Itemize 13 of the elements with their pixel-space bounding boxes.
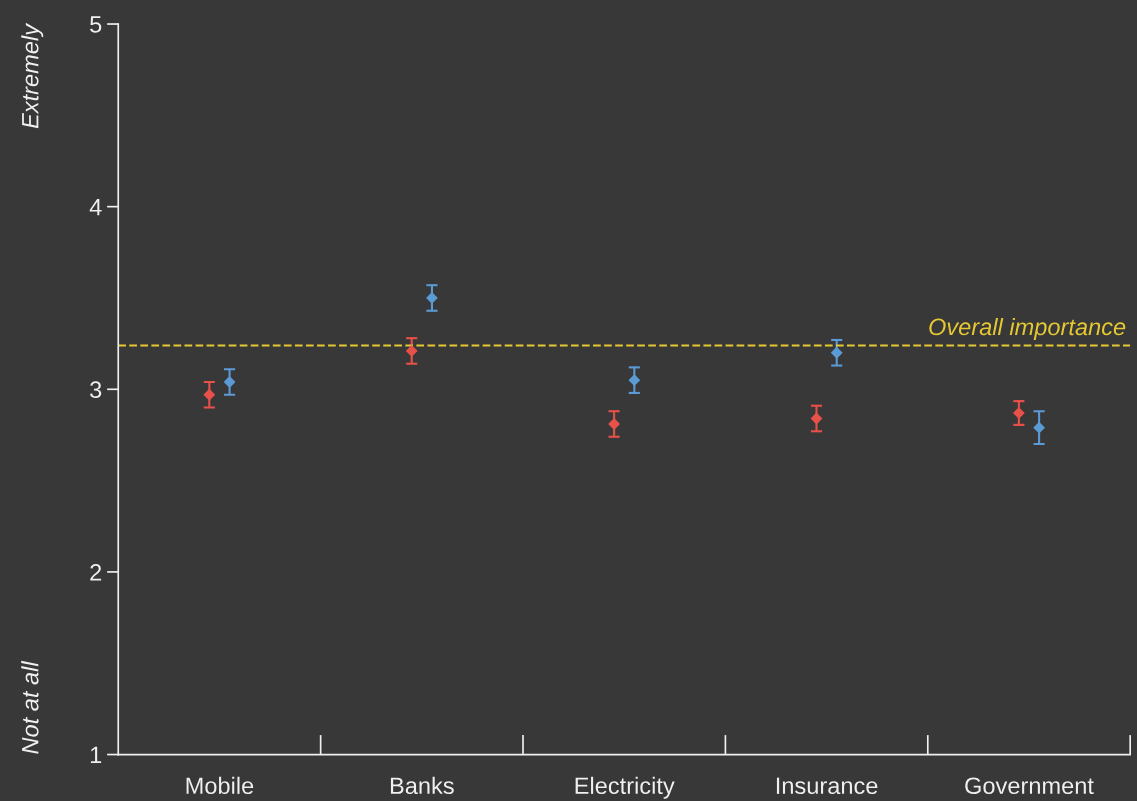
y-tick-label: 1	[90, 746, 102, 764]
y-tick-label: 3	[90, 381, 102, 399]
text: Extremely	[21, 22, 44, 129]
x-tick-label: Mobile	[186, 776, 254, 795]
y-tick-label: 4	[89, 198, 102, 216]
x-tick-label: Electricity	[575, 776, 675, 799]
text: Not at all	[21, 660, 39, 754]
y-tick-label: 5	[90, 16, 102, 33]
x-tick-label: Banks	[390, 776, 454, 795]
x-tick-label: Government	[965, 777, 1094, 795]
y-tick-label: 2	[90, 563, 102, 581]
x-tick-label: Insurance	[776, 777, 878, 795]
ref-line-label: Overall importance	[929, 317, 1126, 340]
